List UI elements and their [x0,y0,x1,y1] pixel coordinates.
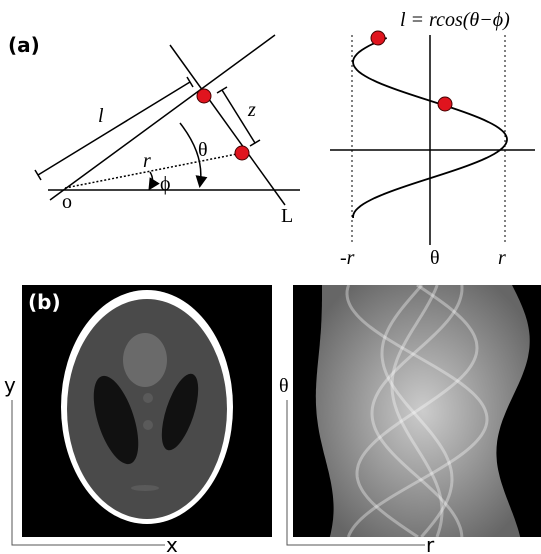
figure: (a) l z θ r ϕ o L l = rcos(θ−ϕ) -r θ r (… [0,0,541,554]
equation: l = rcos(θ−ϕ) [400,9,510,31]
label: θ [198,139,208,161]
label: z [247,99,256,121]
label: l [98,105,104,127]
axis-label: y [4,373,16,397]
panel-label: (a) [8,33,40,57]
sinogram-image [293,285,541,537]
label: o [62,191,72,213]
panel-label: (b) [28,290,61,314]
point [438,97,452,111]
label: ϕ [160,173,171,195]
label: r [143,150,151,172]
axis-label: θ [279,375,289,397]
axis-label: x [166,533,178,554]
axis-label: r [498,247,506,269]
point [197,89,211,103]
point [371,31,385,45]
axis-label: -r [340,247,355,269]
phantom-image [22,285,272,537]
axis-label: r [426,533,435,554]
label: L [281,205,293,227]
point [235,146,249,160]
axis-label: θ [430,247,440,269]
sinusoid-plot [330,35,535,245]
